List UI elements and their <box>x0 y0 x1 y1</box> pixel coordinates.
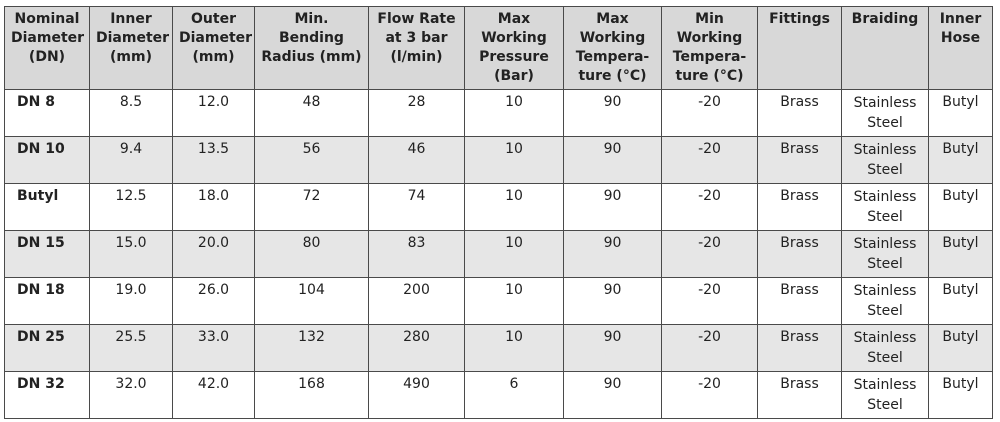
table-row: DN 18 19.0 26.0 104 200 10 90 -20 Brass … <box>4 277 993 325</box>
header-braiding: Braiding <box>841 6 929 90</box>
cell-max-pressure: 10 <box>464 324 564 372</box>
cell-braiding: Stainless Steel <box>841 230 929 278</box>
cell-max-temperature: 90 <box>563 230 662 278</box>
cell-nominal-diameter: DN 10 <box>4 136 90 184</box>
table-row: Butyl 12.5 18.0 72 74 10 90 -20 Brass St… <box>4 183 993 231</box>
cell-outer-diameter: 20.0 <box>172 230 255 278</box>
cell-braiding: Stainless Steel <box>841 89 929 137</box>
cell-max-temperature: 90 <box>563 183 662 231</box>
table-row: DN 25 25.5 33.0 132 280 10 90 -20 Brass … <box>4 324 993 372</box>
header-inner-diameter: Inner Diameter (mm) <box>89 6 173 90</box>
table-header-row: Nominal Diameter (DN) Inner Diameter (mm… <box>4 6 993 90</box>
cell-min-bending-radius: 72 <box>254 183 369 231</box>
table-row: DN 15 15.0 20.0 80 83 10 90 -20 Brass St… <box>4 230 993 278</box>
cell-max-pressure: 10 <box>464 230 564 278</box>
cell-outer-diameter: 33.0 <box>172 324 255 372</box>
cell-flow-rate: 74 <box>368 183 465 231</box>
cell-inner-diameter: 15.0 <box>89 230 173 278</box>
cell-min-temperature: -20 <box>661 277 758 325</box>
header-outer-diameter: Outer Diameter (mm) <box>172 6 255 90</box>
cell-braiding: Stainless Steel <box>841 183 929 231</box>
cell-fittings: Brass <box>757 89 842 137</box>
cell-min-bending-radius: 104 <box>254 277 369 325</box>
cell-nominal-diameter: DN 8 <box>4 89 90 137</box>
cell-braiding: Stainless Steel <box>841 136 929 184</box>
table-row: DN 8 8.5 12.0 48 28 10 90 -20 Brass Stai… <box>4 89 993 137</box>
cell-inner-hose: Butyl <box>928 324 993 372</box>
cell-inner-diameter: 12.5 <box>89 183 173 231</box>
header-fittings: Fittings <box>757 6 842 90</box>
cell-flow-rate: 28 <box>368 89 465 137</box>
cell-nominal-diameter: DN 25 <box>4 324 90 372</box>
cell-max-pressure: 10 <box>464 89 564 137</box>
cell-inner-hose: Butyl <box>928 136 993 184</box>
header-min-bending-radius: Min. Bending Radius (mm) <box>254 6 369 90</box>
header-max-working-temperature: Max Working Tempera- ture (°C) <box>563 6 662 90</box>
cell-max-pressure: 10 <box>464 277 564 325</box>
cell-inner-diameter: 32.0 <box>89 371 173 419</box>
cell-inner-hose: Butyl <box>928 230 993 278</box>
cell-nominal-diameter: Butyl <box>4 183 90 231</box>
cell-fittings: Brass <box>757 230 842 278</box>
cell-braiding: Stainless Steel <box>841 371 929 419</box>
cell-min-bending-radius: 80 <box>254 230 369 278</box>
cell-min-temperature: -20 <box>661 230 758 278</box>
cell-max-temperature: 90 <box>563 324 662 372</box>
cell-min-temperature: -20 <box>661 136 758 184</box>
cell-braiding: Stainless Steel <box>841 324 929 372</box>
cell-inner-diameter: 9.4 <box>89 136 173 184</box>
cell-fittings: Brass <box>757 324 842 372</box>
cell-outer-diameter: 18.0 <box>172 183 255 231</box>
cell-outer-diameter: 26.0 <box>172 277 255 325</box>
header-max-working-pressure: Max Working Pressure (Bar) <box>464 6 564 90</box>
cell-inner-hose: Butyl <box>928 89 993 137</box>
cell-max-pressure: 10 <box>464 183 564 231</box>
cell-flow-rate: 280 <box>368 324 465 372</box>
cell-braiding: Stainless Steel <box>841 277 929 325</box>
header-flow-rate: Flow Rate at 3 bar (l/min) <box>368 6 465 90</box>
cell-inner-hose: Butyl <box>928 371 993 419</box>
cell-min-bending-radius: 48 <box>254 89 369 137</box>
cell-inner-diameter: 19.0 <box>89 277 173 325</box>
cell-nominal-diameter: DN 15 <box>4 230 90 278</box>
cell-outer-diameter: 12.0 <box>172 89 255 137</box>
cell-min-bending-radius: 132 <box>254 324 369 372</box>
cell-max-temperature: 90 <box>563 371 662 419</box>
cell-flow-rate: 490 <box>368 371 465 419</box>
cell-fittings: Brass <box>757 136 842 184</box>
table-row: DN 32 32.0 42.0 168 490 6 90 -20 Brass S… <box>4 371 993 419</box>
header-nominal-diameter: Nominal Diameter (DN) <box>4 6 90 90</box>
cell-inner-hose: Butyl <box>928 183 993 231</box>
cell-min-temperature: -20 <box>661 324 758 372</box>
cell-max-pressure: 6 <box>464 371 564 419</box>
cell-inner-hose: Butyl <box>928 277 993 325</box>
table-row: DN 10 9.4 13.5 56 46 10 90 -20 Brass Sta… <box>4 136 993 184</box>
cell-max-temperature: 90 <box>563 277 662 325</box>
cell-min-bending-radius: 168 <box>254 371 369 419</box>
cell-outer-diameter: 42.0 <box>172 371 255 419</box>
cell-nominal-diameter: DN 18 <box>4 277 90 325</box>
cell-fittings: Brass <box>757 183 842 231</box>
cell-fittings: Brass <box>757 371 842 419</box>
cell-min-temperature: -20 <box>661 183 758 231</box>
hose-spec-table: Nominal Diameter (DN) Inner Diameter (mm… <box>4 6 993 419</box>
cell-nominal-diameter: DN 32 <box>4 371 90 419</box>
cell-flow-rate: 200 <box>368 277 465 325</box>
cell-inner-diameter: 25.5 <box>89 324 173 372</box>
cell-flow-rate: 46 <box>368 136 465 184</box>
cell-min-temperature: -20 <box>661 371 758 419</box>
cell-max-pressure: 10 <box>464 136 564 184</box>
cell-min-temperature: -20 <box>661 89 758 137</box>
cell-flow-rate: 83 <box>368 230 465 278</box>
header-min-working-temperature: Min Working Tempera- ture (°C) <box>661 6 758 90</box>
cell-min-bending-radius: 56 <box>254 136 369 184</box>
cell-inner-diameter: 8.5 <box>89 89 173 137</box>
header-inner-hose: Inner Hose <box>928 6 993 90</box>
cell-max-temperature: 90 <box>563 136 662 184</box>
cell-fittings: Brass <box>757 277 842 325</box>
cell-max-temperature: 90 <box>563 89 662 137</box>
cell-outer-diameter: 13.5 <box>172 136 255 184</box>
